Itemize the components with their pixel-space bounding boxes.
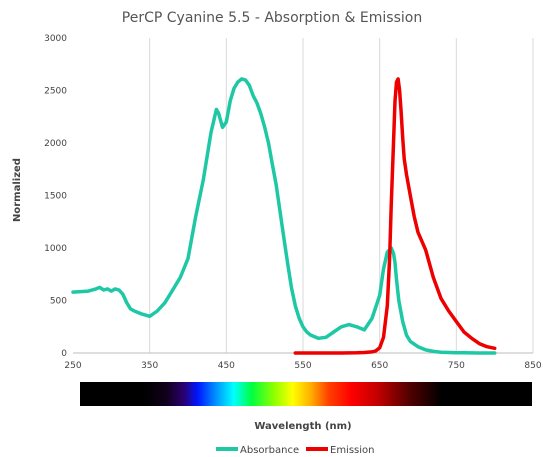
legend: Absorbance Emission xyxy=(216,445,375,456)
y-axis-title: Normalized xyxy=(12,158,23,222)
y-tick-label-0: 0 xyxy=(61,349,67,359)
x-tick-label-650: 650 xyxy=(371,361,388,371)
y-tick-label-2500: 2500 xyxy=(44,87,67,97)
y-tick-label-1000: 1000 xyxy=(44,244,67,254)
y-tick-label-2000: 2000 xyxy=(44,139,67,149)
x-axis-title: Wavelength (nm) xyxy=(254,421,351,432)
legend-label-emission: Emission xyxy=(330,445,375,456)
legend-label-absorbance: Absorbance xyxy=(240,445,299,456)
spectrum-color-bar xyxy=(80,382,532,406)
y-tick-labels: 0 500 1000 1500 2000 2500 3000 xyxy=(44,34,67,359)
x-tick-label-350: 350 xyxy=(141,361,158,371)
series-line-emission xyxy=(293,77,497,355)
x-tick-label-750: 750 xyxy=(448,361,465,371)
x-tick-label-850: 850 xyxy=(524,361,541,371)
y-tick-label-500: 500 xyxy=(50,297,67,307)
x-tick-label-450: 450 xyxy=(218,361,235,371)
y-tick-label-1500: 1500 xyxy=(44,192,67,202)
y-tick-label-3000: 3000 xyxy=(44,34,67,44)
series-line-absorbance xyxy=(71,77,497,355)
x-tick-label-250: 250 xyxy=(64,361,81,371)
x-tick-label-550: 550 xyxy=(294,361,311,371)
series-lines xyxy=(71,77,497,355)
grid xyxy=(149,38,534,353)
chart-title: PerCP Cyanine 5.5 - Absorption & Emissio… xyxy=(122,10,422,26)
x-tick-labels: 250 350 450 550 650 750 850 xyxy=(64,361,541,371)
